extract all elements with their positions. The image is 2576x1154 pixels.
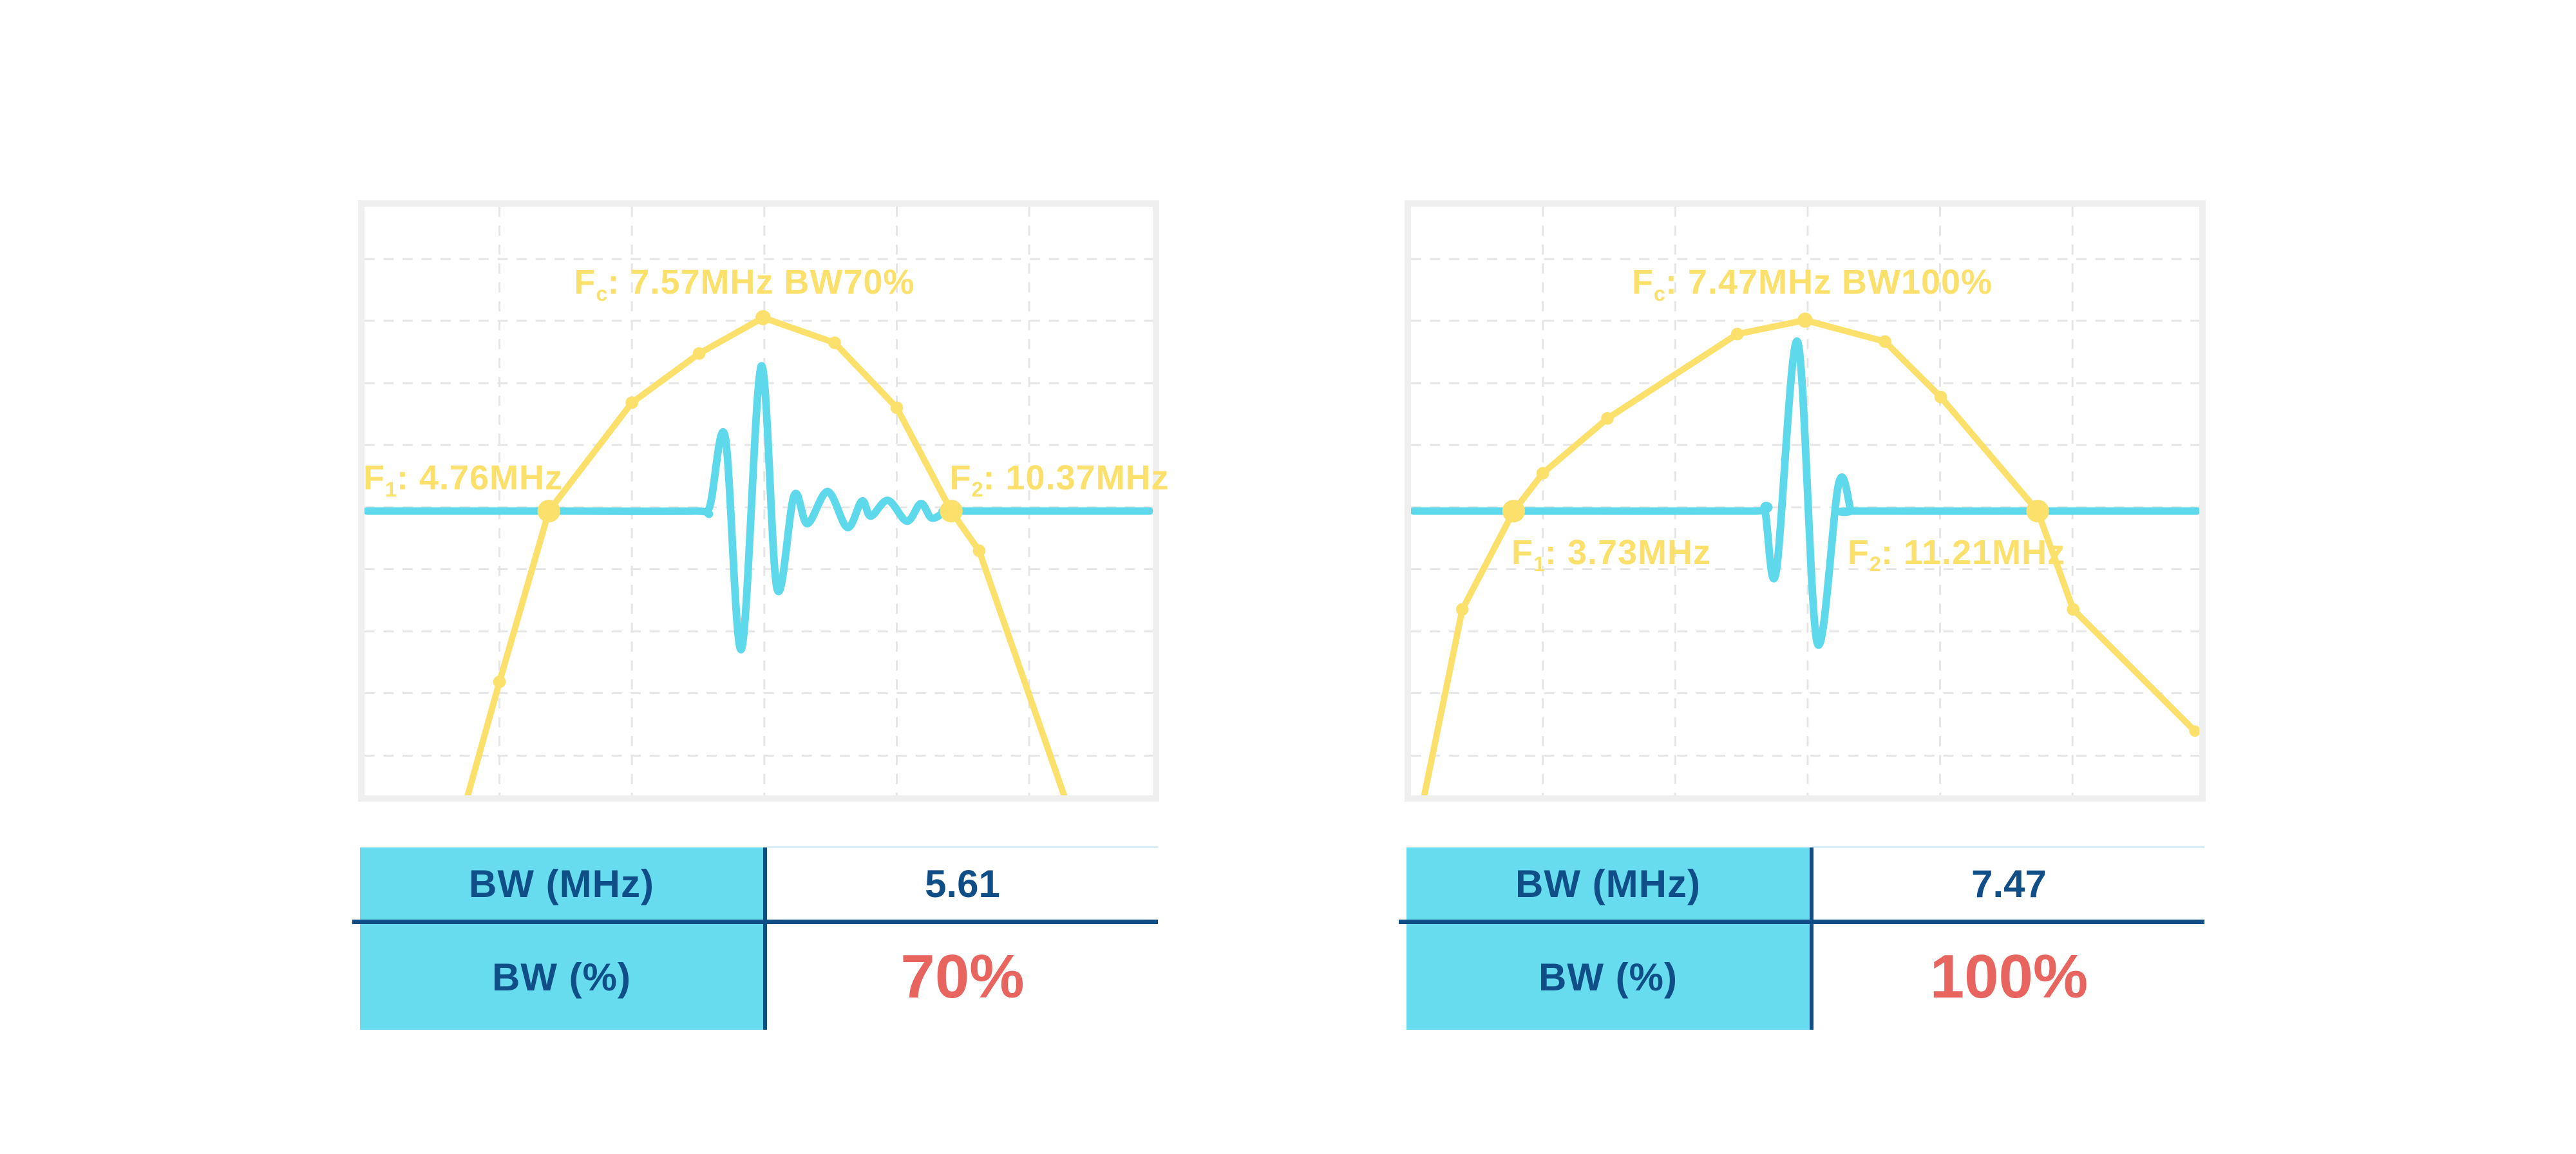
right-bandwidth-table: BW (MHz) 7.47 BW (%) 100% <box>1399 837 2204 1037</box>
f1-symbol: F <box>363 458 385 497</box>
table-row: BW (MHz) <box>360 847 763 920</box>
table-row-divider <box>352 920 1158 924</box>
fc-symbol: F <box>574 262 596 301</box>
table-row: BW (MHz) <box>1406 847 1810 920</box>
left-bandwidth-table: BW (MHz) 5.61 BW (%) 70% <box>352 837 1158 1037</box>
left-chart-f1-label: F1: 4.76MHz <box>363 458 563 502</box>
table-column-divider <box>1810 847 1814 1030</box>
f1-value-text: : 3.73MHz <box>1544 533 1712 572</box>
bw-mhz-value: 7.47 <box>1971 862 2047 905</box>
left-chart-fc-label: Fc: 7.57MHz BW70% <box>574 262 914 306</box>
fc-subscript: c <box>1653 282 1665 306</box>
bw-mhz-label: BW (MHz) <box>1515 862 1701 905</box>
right-spectrum-chart: Fc: 7.47MHz BW100% F1: 3.73MHz F2: 11.21… <box>1405 200 2206 802</box>
f2-symbol: F <box>1847 533 1870 572</box>
bw-pct-label: BW (%) <box>492 955 631 999</box>
right-chart-f2-label: F2: 11.21MHz <box>1848 533 2065 576</box>
fc-symbol: F <box>1631 262 1654 301</box>
f2-symbol: F <box>949 458 972 497</box>
fc-value-text: : 7.47MHz BW100% <box>1665 262 1993 301</box>
table-label-column-bg <box>1406 847 1810 1030</box>
table-row: BW (%) <box>360 924 763 1030</box>
table-value-top-border <box>767 846 1158 848</box>
f1-symbol: F <box>1511 533 1533 572</box>
f1-value-text: : 4.76MHz <box>396 458 564 497</box>
table-value-top-border <box>1814 846 2204 848</box>
fc-subscript: c <box>596 282 608 306</box>
f2-value-text: : 11.21MHz <box>1880 533 2066 572</box>
f2-subscript: 2 <box>971 478 983 502</box>
left-chart-canvas <box>365 207 1153 795</box>
f1-subscript: 1 <box>1533 553 1545 576</box>
f1-subscript: 1 <box>384 478 397 502</box>
table-row: 100% <box>1814 924 2204 1030</box>
table-column-divider <box>763 847 767 1030</box>
table-row-divider <box>1399 920 2204 924</box>
bw-pct-value: 70% <box>900 942 1025 1011</box>
left-spectrum-chart: Fc: 7.57MHz BW70% F1: 4.76MHz F2: 10.37M… <box>358 200 1169 802</box>
bw-mhz-label: BW (MHz) <box>469 862 654 905</box>
table-row: 7.47 <box>1814 847 2204 920</box>
right-chart-canvas <box>1411 207 2199 795</box>
table-row: 5.61 <box>767 847 1158 920</box>
right-chart-f1-label: F1: 3.73MHz <box>1511 533 1711 576</box>
right-chart-fc-label: Fc: 7.47MHz BW100% <box>1632 262 1993 306</box>
f2-value-text: : 10.37MHz <box>983 458 1170 497</box>
f2-subscript: 2 <box>1869 553 1881 576</box>
bw-mhz-value: 5.61 <box>925 862 1000 905</box>
table-row: BW (%) <box>1406 924 1810 1030</box>
bw-pct-label: BW (%) <box>1539 955 1678 999</box>
bw-pct-value: 100% <box>1929 942 2088 1011</box>
fc-value-text: : 7.57MHz BW70% <box>607 262 915 301</box>
table-row: 70% <box>767 924 1158 1030</box>
left-chart-f2-label: F2: 10.37MHz <box>949 458 1169 502</box>
table-label-column-bg <box>360 847 763 1030</box>
